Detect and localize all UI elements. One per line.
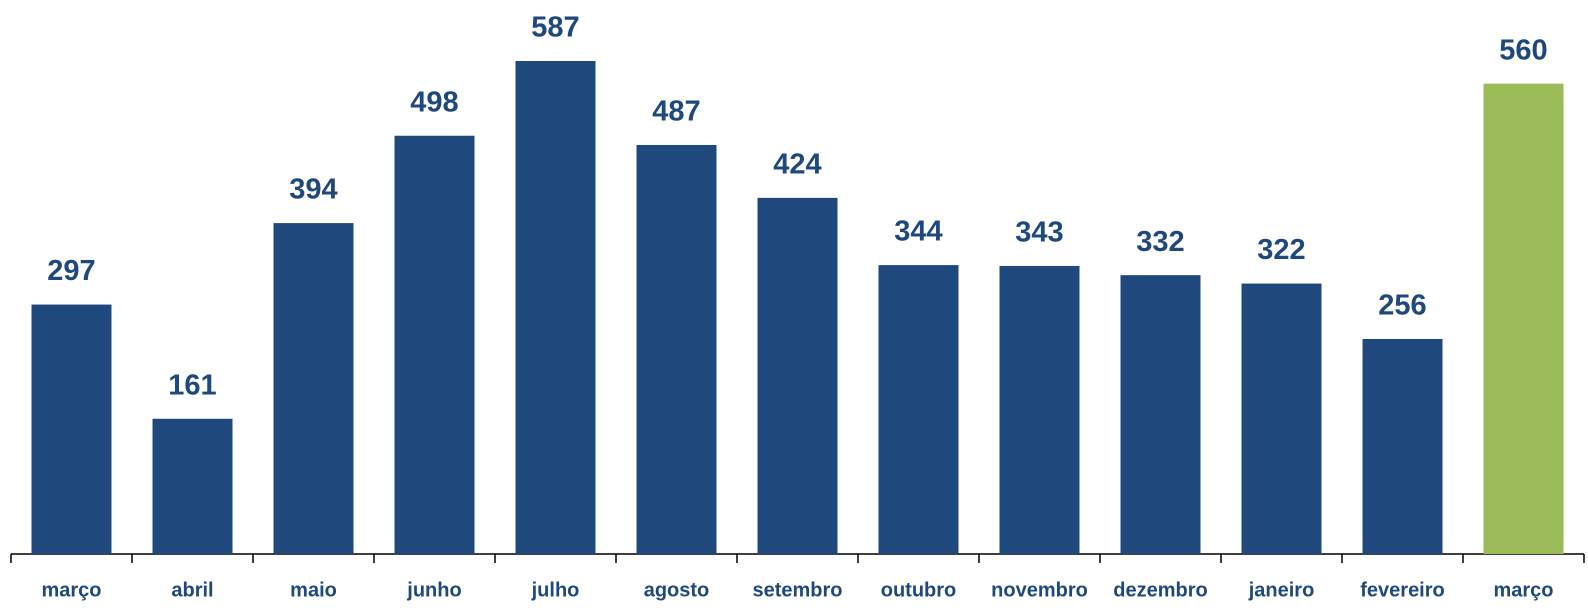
value-label: 560: [1499, 34, 1547, 66]
bar: [636, 144, 717, 554]
bar: [1120, 275, 1201, 554]
x-tick-label: setembro: [752, 579, 842, 601]
bar: [1241, 283, 1322, 554]
x-tick-label: novembro: [991, 579, 1088, 601]
value-label: 498: [410, 86, 458, 118]
x-tick-label: junho: [406, 579, 461, 601]
x-tick-label: dezembro: [1113, 579, 1207, 601]
value-label: 322: [1257, 234, 1305, 266]
value-label: 587: [531, 12, 579, 44]
value-label: 424: [773, 149, 821, 181]
bar: [515, 61, 596, 554]
bar: [273, 223, 354, 555]
bar: [757, 197, 838, 555]
value-label: 344: [894, 216, 942, 248]
x-tick-label: agosto: [644, 579, 710, 601]
value-label: 256: [1378, 290, 1426, 322]
value-label: 332: [1136, 226, 1184, 258]
bar: [878, 265, 959, 554]
value-label: 161: [168, 369, 216, 401]
x-tick-label: maio: [290, 579, 337, 601]
x-tick-label: março: [41, 579, 101, 601]
value-label: 297: [47, 255, 95, 287]
bar: [394, 135, 475, 554]
bar: [1483, 83, 1564, 554]
bar: [999, 265, 1080, 554]
x-tick-label: abril: [171, 579, 213, 601]
x-tick-label: março: [1493, 579, 1553, 601]
bar: [31, 304, 112, 554]
value-label: 487: [652, 96, 700, 128]
x-tick-label: fevereiro: [1360, 579, 1445, 601]
x-tick-label: outubro: [881, 579, 957, 601]
x-tick-label: janeiro: [1248, 579, 1315, 601]
x-tick-label: julho: [531, 579, 580, 601]
bar: [1362, 338, 1443, 554]
value-label: 343: [1015, 217, 1063, 249]
bar: [152, 418, 233, 554]
value-label: 394: [289, 174, 337, 206]
